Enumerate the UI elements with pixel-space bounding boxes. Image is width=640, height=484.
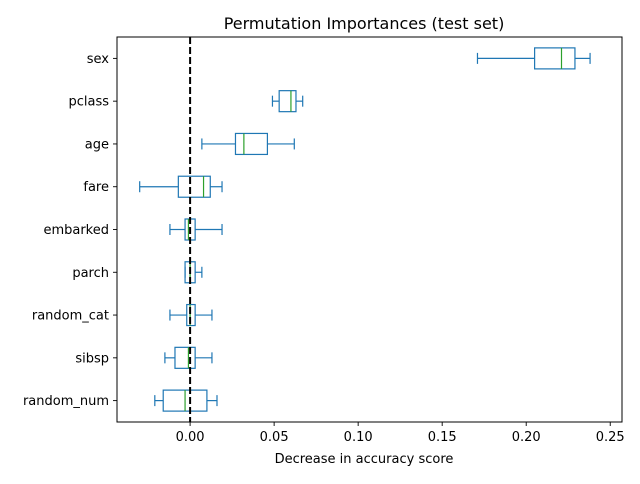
x-tick-label: 0.15 <box>428 430 457 445</box>
y-tick-label: pclass <box>68 95 109 110</box>
y-tick-label: parch <box>72 266 109 281</box>
box-sex <box>534 47 576 70</box>
y-tick-label: embarked <box>43 223 109 238</box>
axes-frame <box>116 36 623 423</box>
box-random_cat <box>186 303 196 327</box>
y-tick-label: fare <box>83 180 109 195</box>
x-tick-label: 0.10 <box>344 430 373 445</box>
box-pclass <box>278 90 297 113</box>
y-tick-label: sex <box>87 52 110 67</box>
box-sibsp <box>174 346 196 369</box>
x-axis-label: Decrease in accuracy score <box>275 452 454 467</box>
box-age <box>234 132 269 156</box>
box-fare <box>177 175 211 198</box>
x-tick-label: 0.00 <box>176 430 205 445</box>
y-tick-label: age <box>85 137 109 152</box>
chart-title: Permutation Importances (test set) <box>224 14 505 33</box>
plot-area: sex pclass age fare embarked parch random_cats… <box>23 36 625 445</box>
y-tick-label: sibsp <box>75 351 109 366</box>
x-tick-label: 0.25 <box>596 430 625 445</box>
y-tick-label: random_cat <box>32 309 109 324</box>
x-tick-label: 0.05 <box>260 430 289 445</box>
y-tick-label: random_num <box>23 394 109 409</box>
x-tick-label: 0.20 <box>512 430 541 445</box>
